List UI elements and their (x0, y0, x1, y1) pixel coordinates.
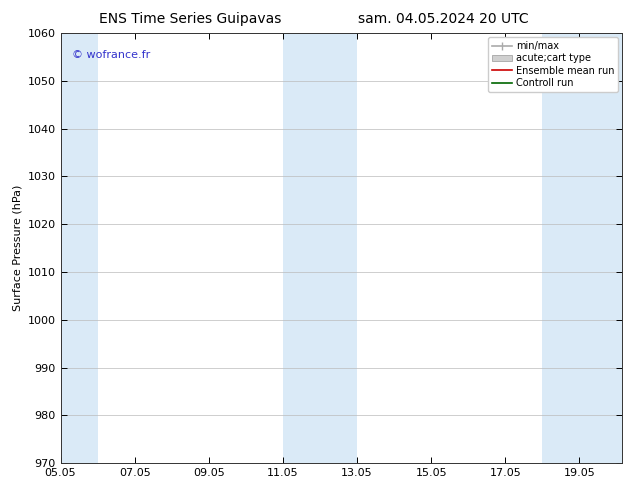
Text: sam. 04.05.2024 20 UTC: sam. 04.05.2024 20 UTC (358, 12, 529, 26)
Bar (283, 33, 357, 463)
Bar (542, 33, 622, 463)
Text: ENS Time Series Guipavas: ENS Time Series Guipavas (99, 12, 281, 26)
Legend: min/max, acute;cart type, Ensemble mean run, Controll run: min/max, acute;cart type, Ensemble mean … (489, 37, 618, 92)
Bar (60, 33, 98, 463)
Text: © wofrance.fr: © wofrance.fr (72, 50, 150, 60)
Y-axis label: Surface Pressure (hPa): Surface Pressure (hPa) (12, 185, 22, 311)
